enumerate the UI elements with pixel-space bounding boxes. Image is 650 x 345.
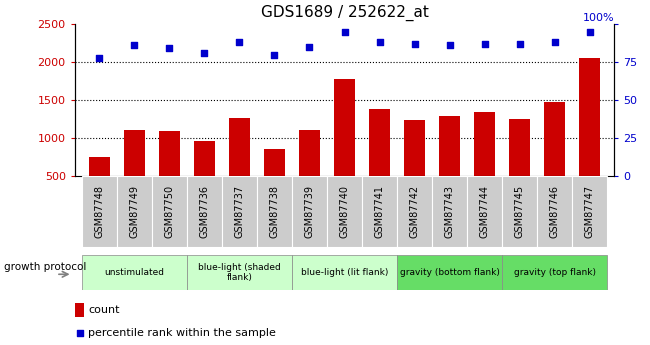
Point — [374, 40, 385, 45]
Bar — [397, 255, 502, 290]
Bar — [159, 131, 180, 176]
Text: GSM87742: GSM87742 — [410, 185, 419, 238]
Text: 100%: 100% — [582, 13, 614, 23]
Point — [94, 55, 105, 60]
Bar — [369, 109, 390, 176]
Text: GSM87747: GSM87747 — [585, 185, 595, 238]
Text: GSM87739: GSM87739 — [304, 185, 315, 238]
Text: count: count — [88, 305, 120, 315]
Text: GSM87746: GSM87746 — [550, 185, 560, 238]
Text: gravity (top flank): gravity (top flank) — [514, 268, 595, 277]
Text: unstimulated: unstimulated — [104, 268, 164, 277]
Bar — [292, 176, 327, 247]
Bar — [362, 176, 397, 247]
Title: GDS1689 / 252622_at: GDS1689 / 252622_at — [261, 5, 428, 21]
Text: growth protocol: growth protocol — [4, 263, 86, 272]
Bar — [124, 130, 145, 176]
Point — [410, 41, 420, 47]
Bar — [257, 176, 292, 247]
Bar — [502, 255, 607, 290]
Bar — [292, 255, 397, 290]
Bar — [222, 176, 257, 247]
Point — [514, 41, 525, 47]
Bar — [327, 176, 362, 247]
Point — [199, 50, 209, 56]
Text: GSM87740: GSM87740 — [339, 185, 350, 238]
Point — [549, 40, 560, 45]
Bar — [467, 176, 502, 247]
Bar — [187, 176, 222, 247]
Bar — [502, 176, 537, 247]
Point — [584, 29, 595, 34]
Bar — [82, 255, 187, 290]
Bar — [397, 176, 432, 247]
Text: GSM87750: GSM87750 — [164, 185, 174, 238]
Text: GSM87736: GSM87736 — [200, 185, 209, 238]
Bar — [474, 112, 495, 176]
Bar — [544, 102, 566, 176]
Bar — [229, 118, 250, 176]
Text: blue-light (lit flank): blue-light (lit flank) — [301, 268, 388, 277]
Point — [339, 29, 350, 34]
Text: GSM87741: GSM87741 — [374, 185, 385, 238]
Text: GSM87738: GSM87738 — [270, 185, 280, 238]
Text: percentile rank within the sample: percentile rank within the sample — [88, 328, 276, 337]
Text: GSM87743: GSM87743 — [445, 185, 454, 238]
Bar — [187, 255, 292, 290]
Text: GSM87744: GSM87744 — [480, 185, 489, 238]
Point — [445, 43, 455, 48]
Bar — [75, 304, 84, 317]
Point — [304, 44, 315, 50]
Text: GSM87737: GSM87737 — [235, 185, 244, 238]
Bar — [117, 176, 152, 247]
Text: blue-light (shaded
flank): blue-light (shaded flank) — [198, 263, 281, 282]
Text: GSM87745: GSM87745 — [515, 185, 525, 238]
Point — [164, 46, 175, 51]
Bar — [334, 79, 355, 176]
Point — [234, 40, 244, 45]
Bar — [264, 149, 285, 176]
Bar — [537, 176, 572, 247]
Bar — [509, 119, 530, 176]
Bar — [404, 120, 425, 176]
Bar — [299, 130, 320, 176]
Text: GSM87749: GSM87749 — [129, 185, 139, 238]
Bar — [82, 176, 117, 247]
Bar — [194, 141, 215, 176]
Point — [480, 41, 490, 47]
Bar — [579, 58, 600, 176]
Point — [269, 52, 280, 57]
Bar — [439, 116, 460, 176]
Text: GSM87748: GSM87748 — [94, 185, 104, 238]
Bar — [89, 157, 110, 176]
Point — [74, 330, 85, 335]
Text: gravity (bottom flank): gravity (bottom flank) — [400, 268, 500, 277]
Bar — [432, 176, 467, 247]
Bar — [152, 176, 187, 247]
Bar — [572, 176, 607, 247]
Point — [129, 43, 140, 48]
